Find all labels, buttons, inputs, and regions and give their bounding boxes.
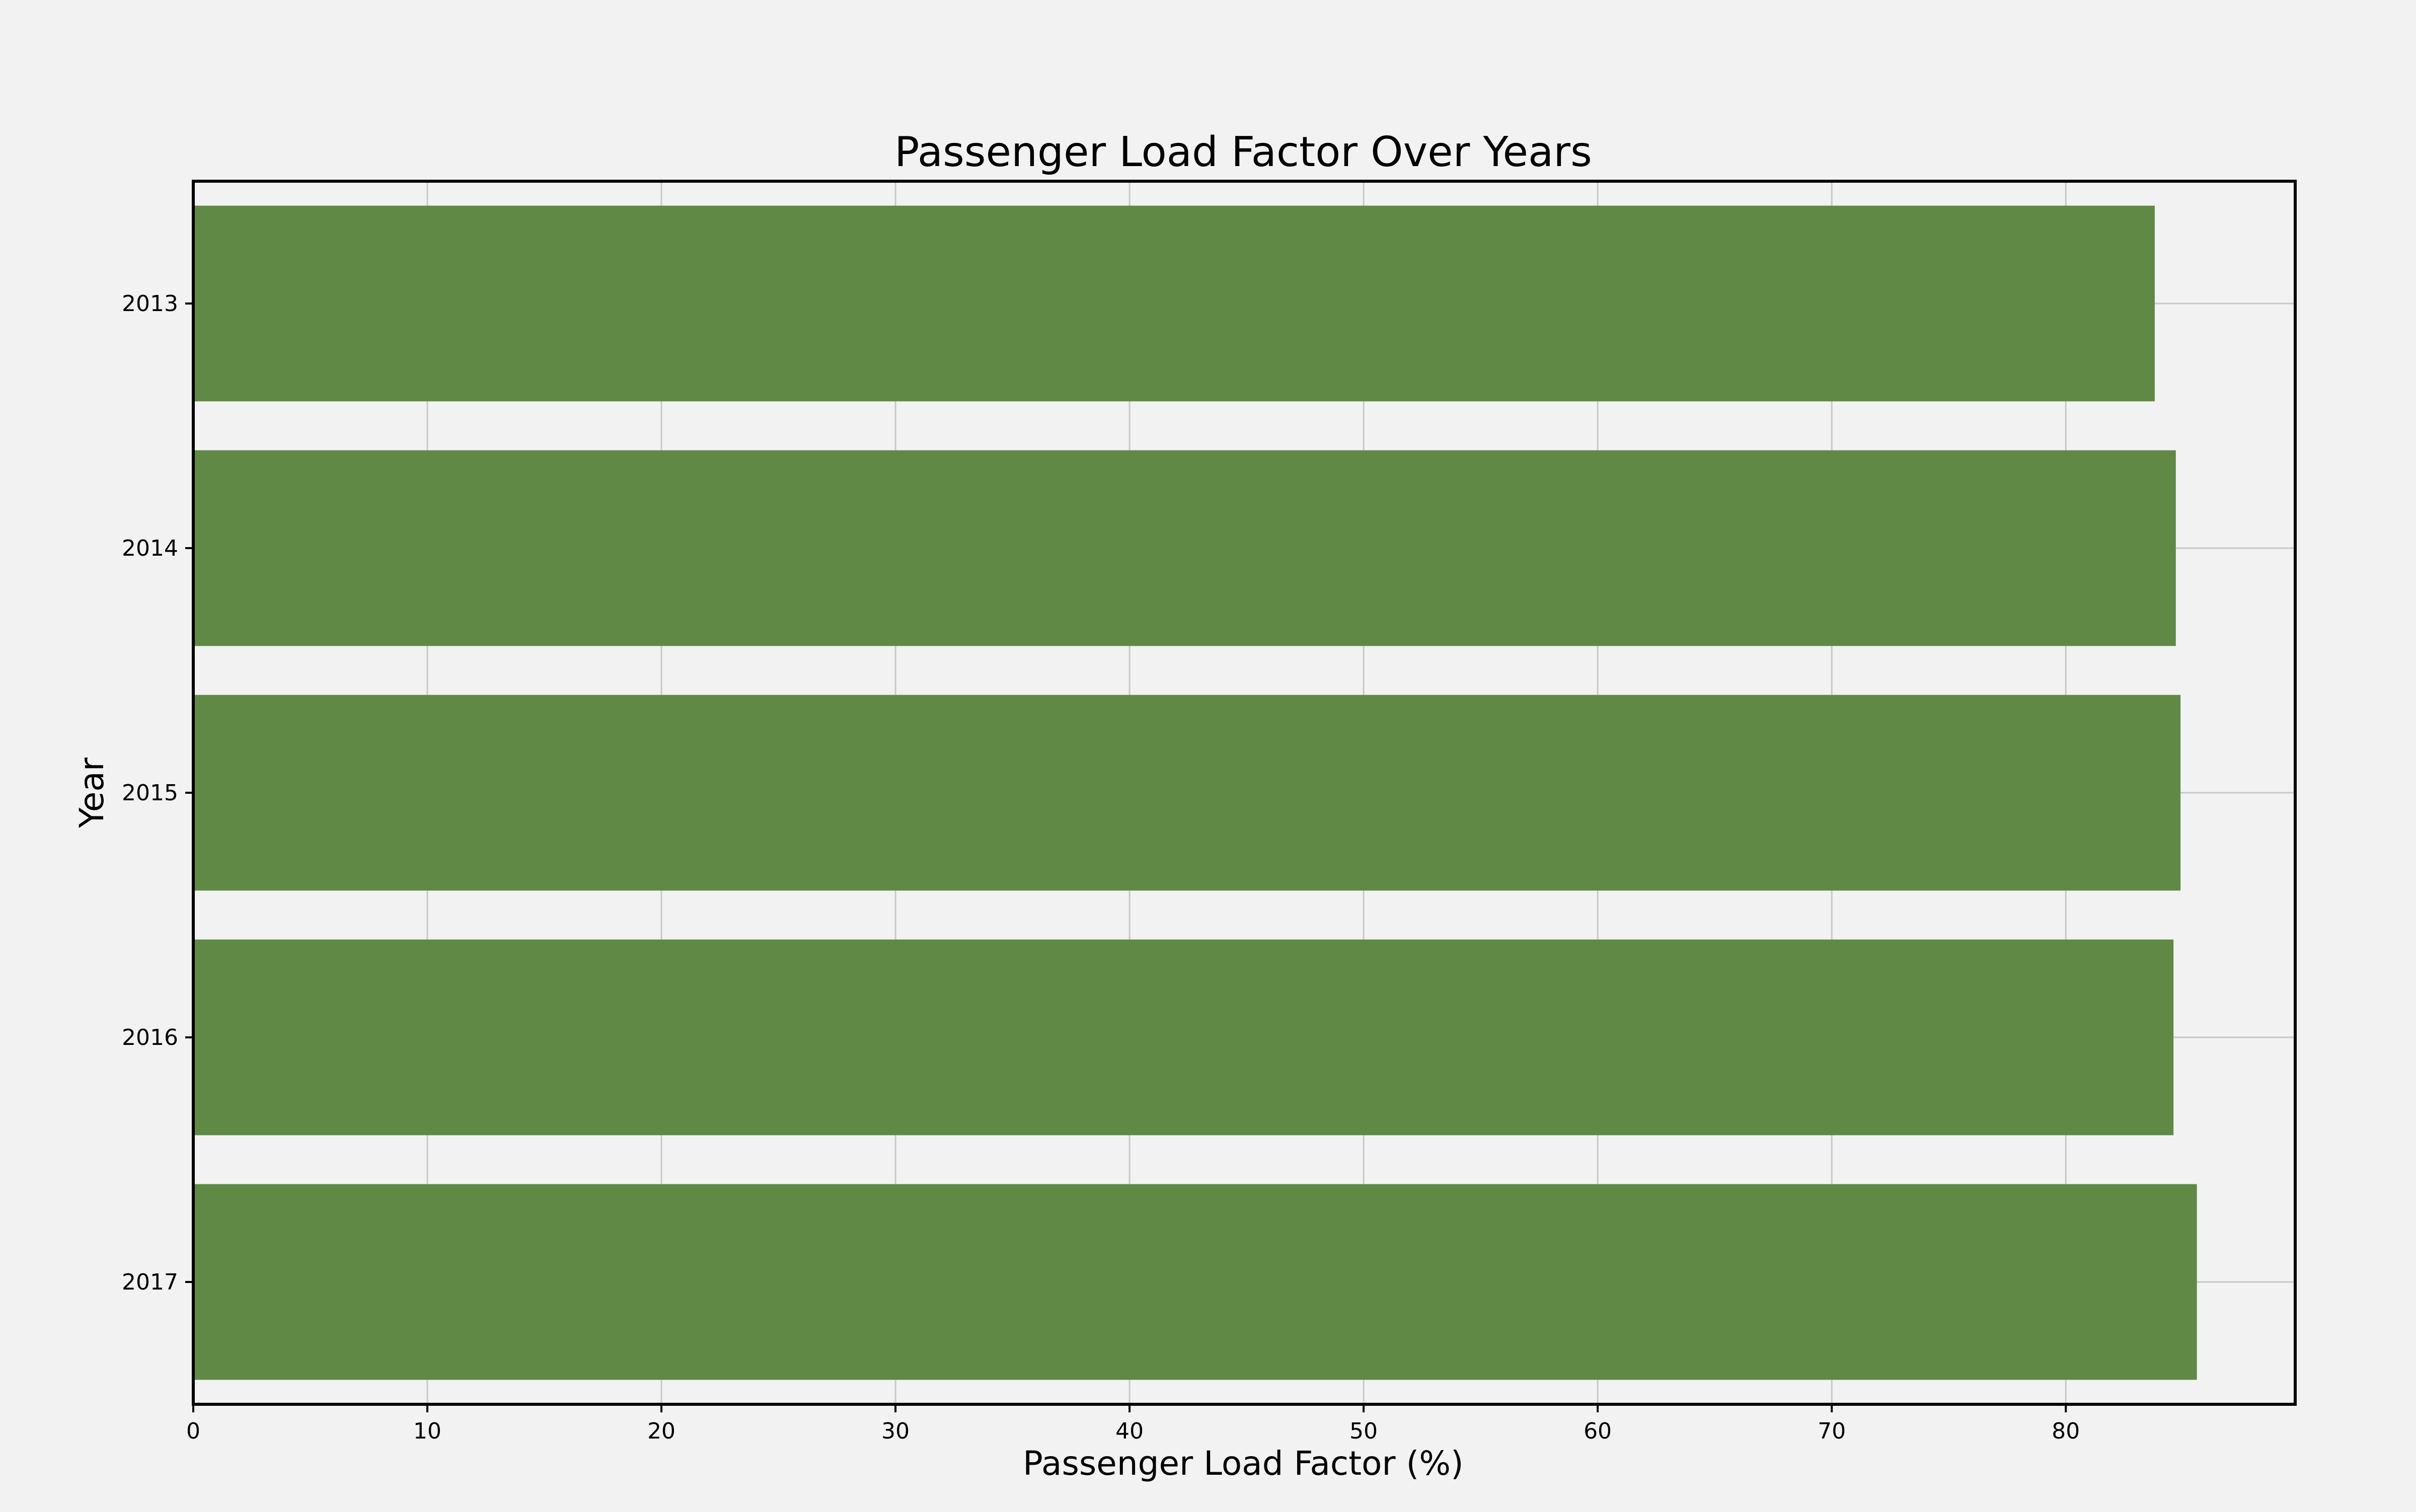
x-tick-label: 20 bbox=[647, 1418, 675, 1444]
y-tick-label: 2016 bbox=[122, 1025, 178, 1050]
bar-2013 bbox=[193, 205, 2155, 402]
bar-2017 bbox=[193, 1184, 2197, 1380]
y-tick-label: 2017 bbox=[122, 1269, 178, 1295]
x-tick-label: 10 bbox=[413, 1418, 441, 1444]
y-tick-label: 2014 bbox=[122, 536, 178, 561]
x-tick-label: 70 bbox=[1818, 1418, 1846, 1444]
x-axis-label: Passenger Load Factor (%) bbox=[1023, 1444, 1464, 1483]
bar-2014 bbox=[193, 450, 2176, 646]
y-axis-label: Year bbox=[72, 757, 111, 828]
x-tick-label: 40 bbox=[1115, 1418, 1144, 1444]
x-tick-label: 60 bbox=[1583, 1418, 1612, 1444]
x-tick-label: 30 bbox=[881, 1418, 910, 1444]
y-tick-label: 2015 bbox=[122, 780, 178, 806]
bars bbox=[193, 205, 2197, 1380]
axis-ticks: 0 10 20 30 40 50 60 70 80 2013 2014 2015 2016 2017 bbox=[122, 291, 2080, 1444]
bar-2016 bbox=[193, 939, 2174, 1136]
x-tick-label: 80 bbox=[2052, 1418, 2080, 1444]
chart-title: Passenger Load Factor Over Years bbox=[894, 128, 1592, 176]
y-tick-label: 2013 bbox=[122, 291, 178, 317]
x-tick-label: 0 bbox=[186, 1418, 200, 1444]
x-tick-label: 50 bbox=[1349, 1418, 1378, 1444]
bar-2015 bbox=[193, 695, 2181, 891]
